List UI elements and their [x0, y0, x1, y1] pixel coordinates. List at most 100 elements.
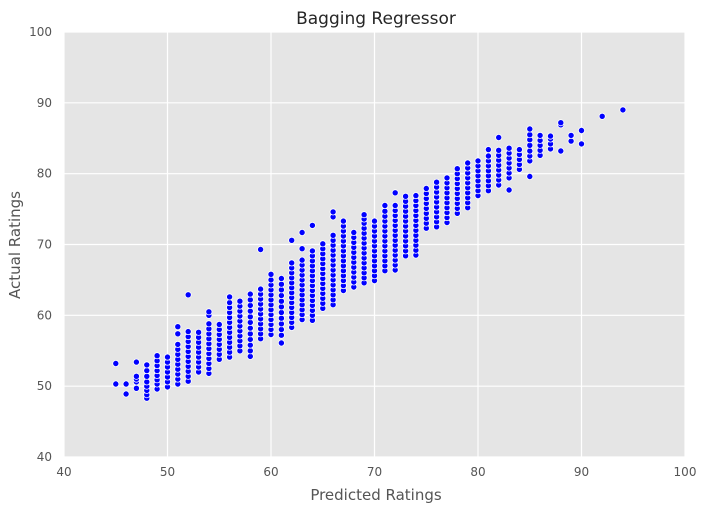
data-point: [505, 186, 513, 194]
data-point: [329, 208, 337, 216]
data-point: [246, 330, 254, 338]
data-point: [122, 390, 130, 398]
data-point: [526, 131, 534, 139]
data-point: [132, 358, 140, 366]
data-point: [443, 174, 451, 182]
data-point: [277, 308, 285, 316]
data-point: [257, 245, 265, 253]
data-point: [205, 308, 213, 316]
data-point: [433, 178, 441, 186]
data-point: [174, 323, 182, 331]
data-point: [381, 207, 389, 215]
data-point: [557, 119, 565, 127]
data-point: [246, 307, 254, 315]
x-tick-label: 50: [160, 465, 175, 479]
data-points: [112, 106, 627, 402]
data-point: [422, 184, 430, 192]
data-point: [319, 240, 327, 248]
data-point: [215, 320, 223, 328]
data-point: [484, 146, 492, 154]
data-point: [298, 245, 306, 253]
data-point: [464, 159, 472, 167]
y-tick-label: 100: [29, 25, 52, 39]
y-tick-label: 40: [37, 450, 52, 464]
data-point: [526, 147, 534, 155]
data-point: [112, 359, 120, 367]
data-point: [515, 146, 523, 154]
x-tick-label: 80: [470, 465, 485, 479]
data-point: [536, 131, 544, 139]
data-point: [567, 137, 575, 145]
data-point: [474, 157, 482, 165]
data-point: [339, 217, 347, 225]
y-tick-label: 80: [37, 167, 52, 181]
data-point: [453, 165, 461, 173]
data-point: [246, 290, 254, 298]
data-point: [505, 144, 513, 152]
data-point: [174, 340, 182, 348]
data-point: [557, 147, 565, 155]
data-point: [277, 331, 285, 339]
x-tick-label: 70: [367, 465, 382, 479]
data-point: [308, 247, 316, 255]
chart-title: Bagging Regressor: [296, 9, 456, 29]
data-point: [246, 313, 254, 321]
data-point: [163, 353, 171, 361]
x-tick-labels: 40 50 60 70 80 90 100: [56, 465, 696, 479]
data-point: [143, 361, 151, 369]
data-point: [412, 192, 420, 200]
data-point: [226, 293, 234, 301]
data-point: [277, 280, 285, 288]
data-point: [567, 131, 575, 139]
data-point: [391, 189, 399, 197]
data-point: [391, 201, 399, 209]
data-point: [277, 314, 285, 322]
data-point: [195, 328, 203, 336]
data-point: [578, 140, 586, 148]
data-point: [298, 256, 306, 264]
y-tick-labels: 40 50 60 70 80 90 100: [29, 25, 52, 464]
data-point: [402, 192, 410, 200]
x-tick-label: 90: [574, 465, 589, 479]
y-tick-label: 70: [37, 238, 52, 252]
x-axis-label: Predicted Ratings: [310, 486, 442, 504]
data-point: [246, 296, 254, 304]
data-point: [122, 380, 130, 388]
data-point: [288, 236, 296, 244]
data-point: [288, 259, 296, 267]
data-point: [381, 201, 389, 209]
data-point: [350, 228, 358, 236]
y-tick-label: 90: [37, 96, 52, 110]
data-point: [184, 291, 192, 299]
x-tick-label: 100: [674, 465, 697, 479]
y-axis-label: Actual Ratings: [6, 191, 24, 299]
y-tick-label: 50: [37, 379, 52, 393]
data-point: [132, 372, 140, 380]
data-point: [329, 231, 337, 239]
data-point: [277, 339, 285, 347]
data-point: [246, 324, 254, 332]
y-tick-label: 60: [37, 308, 52, 322]
data-point: [205, 320, 213, 328]
data-point: [277, 274, 285, 282]
data-point: [298, 228, 306, 236]
data-point: [257, 285, 265, 293]
data-point: [370, 217, 378, 225]
data-point: [277, 297, 285, 305]
data-point: [236, 297, 244, 305]
data-point: [526, 172, 534, 180]
data-point: [578, 127, 586, 135]
data-point: [598, 112, 606, 120]
x-tick-label: 60: [263, 465, 278, 479]
data-point: [495, 133, 503, 141]
data-point: [277, 291, 285, 299]
x-tick-label: 40: [56, 465, 71, 479]
data-point: [277, 325, 285, 333]
data-point: [308, 221, 316, 229]
data-point: [226, 299, 234, 307]
data-point: [360, 211, 368, 219]
data-point: [132, 384, 140, 392]
data-point: [174, 330, 182, 338]
data-point: [184, 328, 192, 336]
